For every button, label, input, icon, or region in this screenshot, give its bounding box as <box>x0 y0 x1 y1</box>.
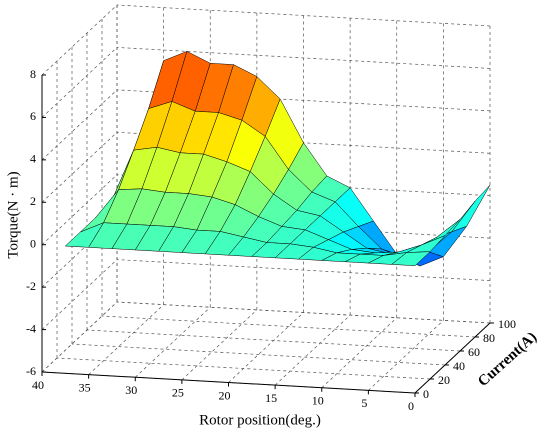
z-tick-label: -6 <box>26 364 36 378</box>
surface-patch <box>391 251 431 266</box>
z-tick-label: 2 <box>30 194 36 208</box>
z-axis-label: Torque(N · m) <box>5 171 21 258</box>
z-tick-label: 8 <box>30 67 36 81</box>
grid-line <box>41 174 118 245</box>
z-tick-label: 6 <box>30 109 36 123</box>
y-tick-label: 0 <box>423 387 429 401</box>
grid-line <box>88 304 164 375</box>
z-tick-label: -2 <box>26 279 36 293</box>
grid-line <box>135 306 211 378</box>
grid-line <box>56 357 431 380</box>
grid-line <box>101 315 476 338</box>
grid-line <box>181 309 258 381</box>
grid-line <box>116 259 491 281</box>
grid-line <box>228 312 304 383</box>
grid-line <box>321 317 397 389</box>
y-tick-label: 40 <box>453 359 465 373</box>
grid-line <box>274 314 351 386</box>
z-tick-label: 0 <box>30 236 36 250</box>
x-axis-label: Rotor position(deg.) <box>199 412 321 428</box>
surface-patch <box>450 184 491 233</box>
grid-line <box>41 4 118 76</box>
y-tick-label: 60 <box>468 345 480 359</box>
grid-line <box>41 301 118 373</box>
grid-line <box>41 259 118 330</box>
z-tick-label: 4 <box>30 152 36 166</box>
x-tick-label: 30 <box>125 383 137 397</box>
x-tick-label: 0 <box>408 399 414 413</box>
grid-line <box>368 320 444 391</box>
x-tick-label: 20 <box>219 388 231 402</box>
y-tick-label: 80 <box>483 331 495 345</box>
x-tick-label: 5 <box>361 396 367 410</box>
grid-line <box>116 4 491 27</box>
x-tick-label: 40 <box>32 378 44 392</box>
grid-line <box>41 89 118 161</box>
grid-line <box>116 47 491 69</box>
grid-line <box>41 301 118 373</box>
x-tick-label: 15 <box>265 391 277 405</box>
grid-line <box>116 301 491 324</box>
y-tick-label: 20 <box>438 373 450 387</box>
x-tick-label: 10 <box>312 394 324 408</box>
z-tick-label: -4 <box>26 321 36 335</box>
axis-line <box>414 322 491 394</box>
grid-line <box>41 47 118 118</box>
grid-line <box>86 329 461 352</box>
grid-line <box>41 132 118 203</box>
grid-line <box>71 343 446 366</box>
grid-line <box>116 89 491 112</box>
x-tick-label: 25 <box>172 386 184 400</box>
x-tick-label: 35 <box>79 380 91 394</box>
y-tick-label: 100 <box>498 317 516 331</box>
